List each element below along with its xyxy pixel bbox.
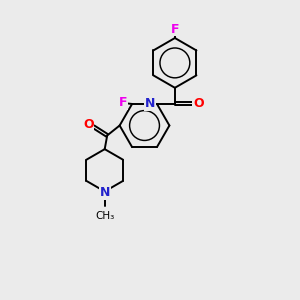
Text: O: O	[193, 98, 204, 110]
Text: CH₃: CH₃	[95, 212, 114, 221]
Text: H: H	[145, 98, 155, 110]
Text: F: F	[118, 96, 127, 109]
Text: N: N	[145, 97, 156, 110]
Text: N: N	[100, 186, 110, 199]
Text: F: F	[171, 23, 179, 36]
Text: O: O	[83, 118, 94, 131]
